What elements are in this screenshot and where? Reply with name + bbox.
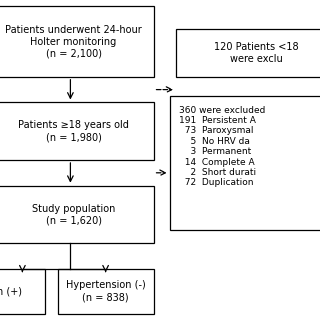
Text: 360 were excluded
191  Persistent A
  73  Paroxysmal
    5  No HRV da
    3  Per: 360 were excluded 191 Persistent A 73 Pa… [179, 106, 266, 188]
FancyBboxPatch shape [0, 186, 154, 243]
FancyBboxPatch shape [0, 269, 45, 314]
Text: Patients ≥18 years old
(n = 1,980): Patients ≥18 years old (n = 1,980) [18, 120, 129, 142]
Text: n (+): n (+) [0, 286, 22, 296]
FancyBboxPatch shape [58, 269, 154, 314]
Text: Study population
(n = 1,620): Study population (n = 1,620) [32, 204, 115, 225]
Text: Patients underwent 24-hour
Holter monitoring
(n = 2,100): Patients underwent 24-hour Holter monito… [5, 25, 142, 58]
Text: Hypertension (-)
(n = 838): Hypertension (-) (n = 838) [66, 280, 146, 302]
FancyBboxPatch shape [0, 102, 154, 160]
FancyBboxPatch shape [170, 96, 320, 230]
Text: 120 Patients <18
were exclu: 120 Patients <18 were exclu [214, 42, 298, 64]
FancyBboxPatch shape [176, 29, 320, 77]
FancyBboxPatch shape [0, 6, 154, 77]
